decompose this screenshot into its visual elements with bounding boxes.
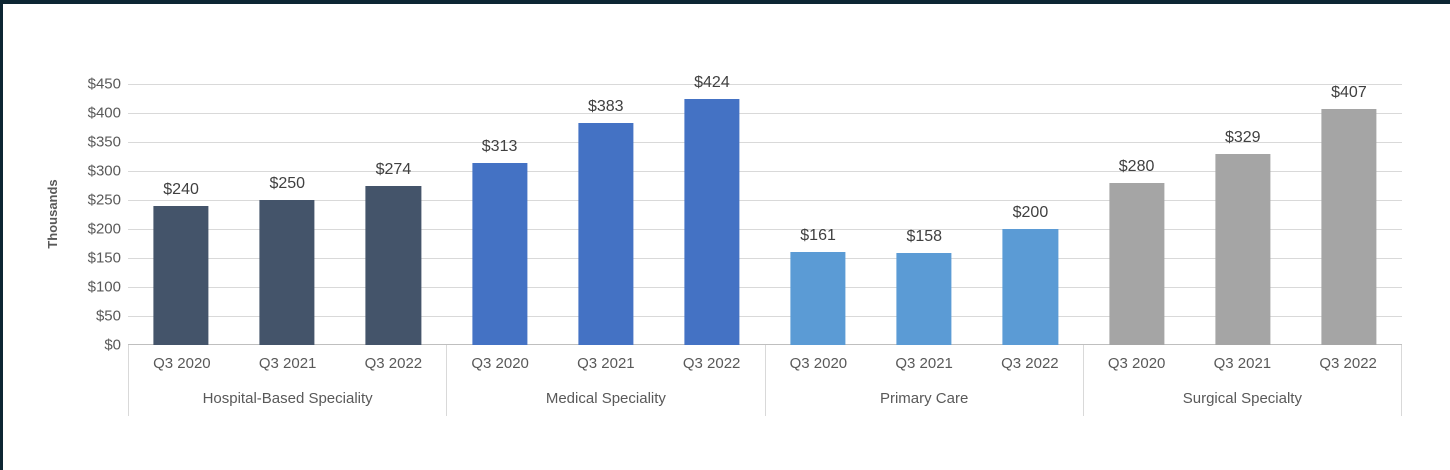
bar-value-label: $383 — [587, 97, 624, 115]
bar-cell: $383 — [553, 84, 659, 345]
category-label: Q3 2022 — [364, 354, 423, 372]
category-label: Q3 2022 — [682, 354, 741, 372]
bar-cell: $313 — [447, 84, 553, 345]
category-label-row: Q3 2020 Q3 2021 Q3 2022 — [129, 345, 446, 381]
category-label-row: Q3 2020 Q3 2021 Q3 2022 — [1084, 345, 1401, 381]
y-tick-label: $400 — [87, 104, 121, 122]
bar-value-label: $274 — [375, 161, 412, 179]
bar — [1321, 108, 1377, 345]
category-label: Q3 2022 — [1001, 354, 1059, 372]
bar-value-label: $250 — [269, 175, 306, 192]
y-tick-label: $450 — [87, 75, 121, 93]
x-axis-line — [128, 344, 1402, 345]
bar-value-label: $313 — [481, 138, 518, 156]
bar-cell: $250 — [234, 84, 340, 345]
bar — [1108, 182, 1165, 345]
gridline — [128, 316, 1402, 317]
bar — [259, 200, 315, 345]
bar — [790, 251, 846, 345]
category-label-row: Q3 2020 Q3 2021 Q3 2022 — [766, 345, 1083, 381]
group-label: Primary Care — [879, 390, 969, 407]
category-label: Q3 2021 — [1213, 354, 1272, 372]
bar-value-label: $280 — [1118, 157, 1155, 175]
category-label: Q3 2022 — [1319, 354, 1377, 372]
group-label: Medical Speciality — [545, 390, 666, 407]
bar — [896, 253, 952, 345]
category-label: Q3 2020 — [471, 354, 529, 372]
bar — [365, 186, 422, 345]
gridline — [128, 84, 1402, 85]
bar-value-label: $407 — [1331, 83, 1367, 101]
bar — [684, 99, 740, 345]
plot-area: $240 $250 $274 $313 $383 $424 $161 $158 $200 $280… — [128, 74, 1403, 345]
y-tick-label: $150 — [87, 249, 121, 267]
gridline — [128, 258, 1402, 259]
bar-cell: $240 — [128, 84, 234, 345]
axis-group: Q3 2020 Q3 2021 Q3 2022 Hospital-Based Spec… — [128, 345, 446, 416]
bar-cell: $424 — [659, 74, 765, 345]
category-axis: Q3 2020 Q3 2021 Q3 2022 Hospital-Based Spec… — [128, 345, 1402, 416]
axis-group: Q3 2020 Q3 2021 Q3 2022 Medical Speciality — [446, 345, 764, 416]
y-tick-label: $350 — [87, 133, 121, 151]
bar-series: $240 $250 $274 $313 $383 $424 $161 $158 $200 $280… — [128, 74, 1403, 345]
y-tick-label: $250 — [87, 191, 121, 209]
y-axis-tick-labels: $450 $400 $350 $300 $250 $200 $150 $100 $50 $0 — [3, 76, 121, 354]
bar-cell: $158 — [871, 84, 977, 345]
category-label: Q3 2020 — [789, 354, 848, 372]
gridline — [128, 287, 1402, 288]
bar-cell: $274 — [340, 84, 446, 345]
bar-cell: $407 — [1296, 84, 1402, 345]
bar-cell: $161 — [765, 84, 871, 345]
bar-value-label: $161 — [800, 226, 836, 244]
bar-group: $161 $158 $200 — [765, 84, 1084, 345]
bar-group: $280 $329 $407 — [1084, 84, 1403, 345]
bar-cell: $200 — [977, 84, 1083, 345]
bar-value-label: $424 — [694, 74, 730, 92]
bar-group: $313 $383 $424 — [447, 74, 766, 345]
bar-group: $240 $250 $274 — [128, 84, 447, 345]
bar — [1215, 154, 1271, 345]
gridline — [128, 113, 1402, 114]
gridline — [128, 142, 1402, 143]
bar-value-label: $158 — [906, 228, 943, 246]
category-label: Q3 2021 — [258, 354, 317, 372]
category-label: Q3 2021 — [895, 354, 953, 372]
bar — [1002, 229, 1059, 345]
y-tick-label: $100 — [87, 278, 121, 296]
category-label: Q3 2020 — [153, 354, 211, 372]
category-label: Q3 2021 — [577, 354, 635, 372]
bar — [153, 205, 209, 345]
bar — [578, 122, 634, 345]
bar-value-label: $329 — [1224, 129, 1261, 147]
group-label: Surgical Specialty — [1182, 390, 1302, 407]
gridline — [128, 200, 1402, 201]
y-tick-label: $300 — [87, 162, 121, 180]
y-tick-label: $0 — [104, 336, 121, 354]
bar-value-label: $200 — [1012, 204, 1049, 222]
gridline — [128, 171, 1402, 172]
bar-value-label: $240 — [163, 180, 199, 198]
category-label: Q3 2020 — [1107, 354, 1166, 372]
y-tick-label: $50 — [95, 307, 121, 325]
group-label: Hospital-Based Speciality — [202, 390, 373, 407]
axis-group: Q3 2020 Q3 2021 Q3 2022 Surgical Specialty — [1082, 345, 1402, 416]
bar-cell: $329 — [1190, 84, 1296, 345]
category-label-row: Q3 2020 Q3 2021 Q3 2022 — [447, 345, 764, 381]
axis-group: Q3 2020 Q3 2021 Q3 2022 Primary Care — [764, 345, 1083, 416]
bar — [471, 163, 528, 345]
bar-cell: $280 — [1084, 84, 1190, 345]
gridline — [128, 229, 1402, 230]
y-tick-label: $200 — [87, 220, 121, 238]
